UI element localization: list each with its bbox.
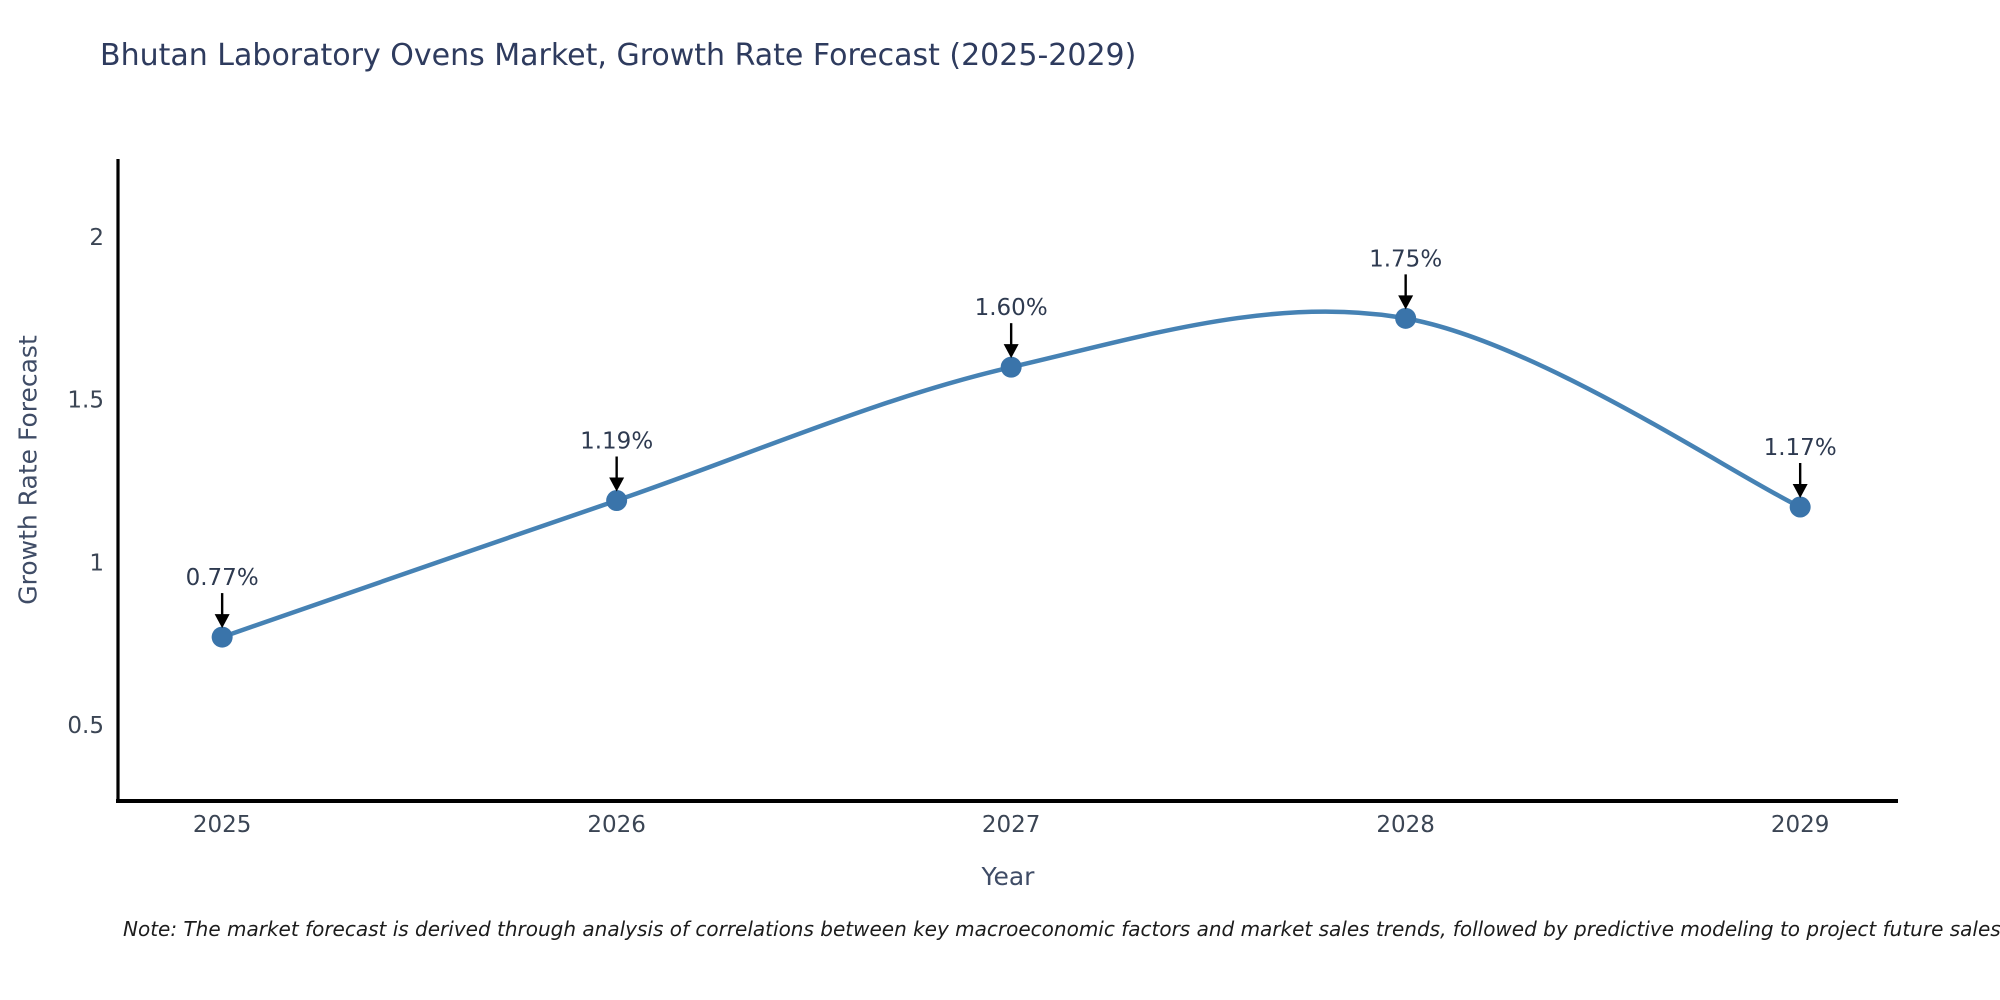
- data-point-marker: [1000, 356, 1022, 378]
- data-point-label: 1.19%: [580, 428, 653, 454]
- x-tick-label: 2026: [587, 812, 646, 838]
- annotation-arrow-head: [1398, 295, 1414, 310]
- data-point-marker: [606, 489, 628, 511]
- x-tick-label: 2029: [1771, 812, 1830, 838]
- footnote: Note: The market forecast is derived thr…: [123, 917, 2000, 941]
- annotation-arrow-head: [1792, 483, 1808, 498]
- data-point-label: 1.60%: [975, 295, 1048, 321]
- data-point-marker: [1395, 307, 1417, 329]
- x-tick-label: 2028: [1376, 812, 1435, 838]
- annotation-arrow-head: [214, 614, 230, 629]
- annotation-arrow-head: [1003, 344, 1019, 359]
- data-point-marker: [1789, 496, 1811, 518]
- y-tick-label: 1.5: [67, 388, 104, 414]
- y-tick-label: 0.5: [67, 713, 104, 739]
- data-point-marker: [211, 626, 233, 648]
- annotation-arrow-head: [609, 477, 625, 492]
- x-tick-label: 2025: [193, 812, 252, 838]
- data-point-label: 1.17%: [1764, 435, 1837, 461]
- y-tick-label: 2: [89, 225, 104, 251]
- data-point-label: 0.77%: [186, 565, 259, 591]
- chart-title: Bhutan Laboratory Ovens Market, Growth R…: [100, 38, 1137, 73]
- y-tick-label: 1: [89, 550, 104, 576]
- x-axis-title: Year: [981, 862, 1035, 891]
- data-point-label: 1.75%: [1369, 246, 1442, 272]
- x-tick-label: 2027: [982, 812, 1041, 838]
